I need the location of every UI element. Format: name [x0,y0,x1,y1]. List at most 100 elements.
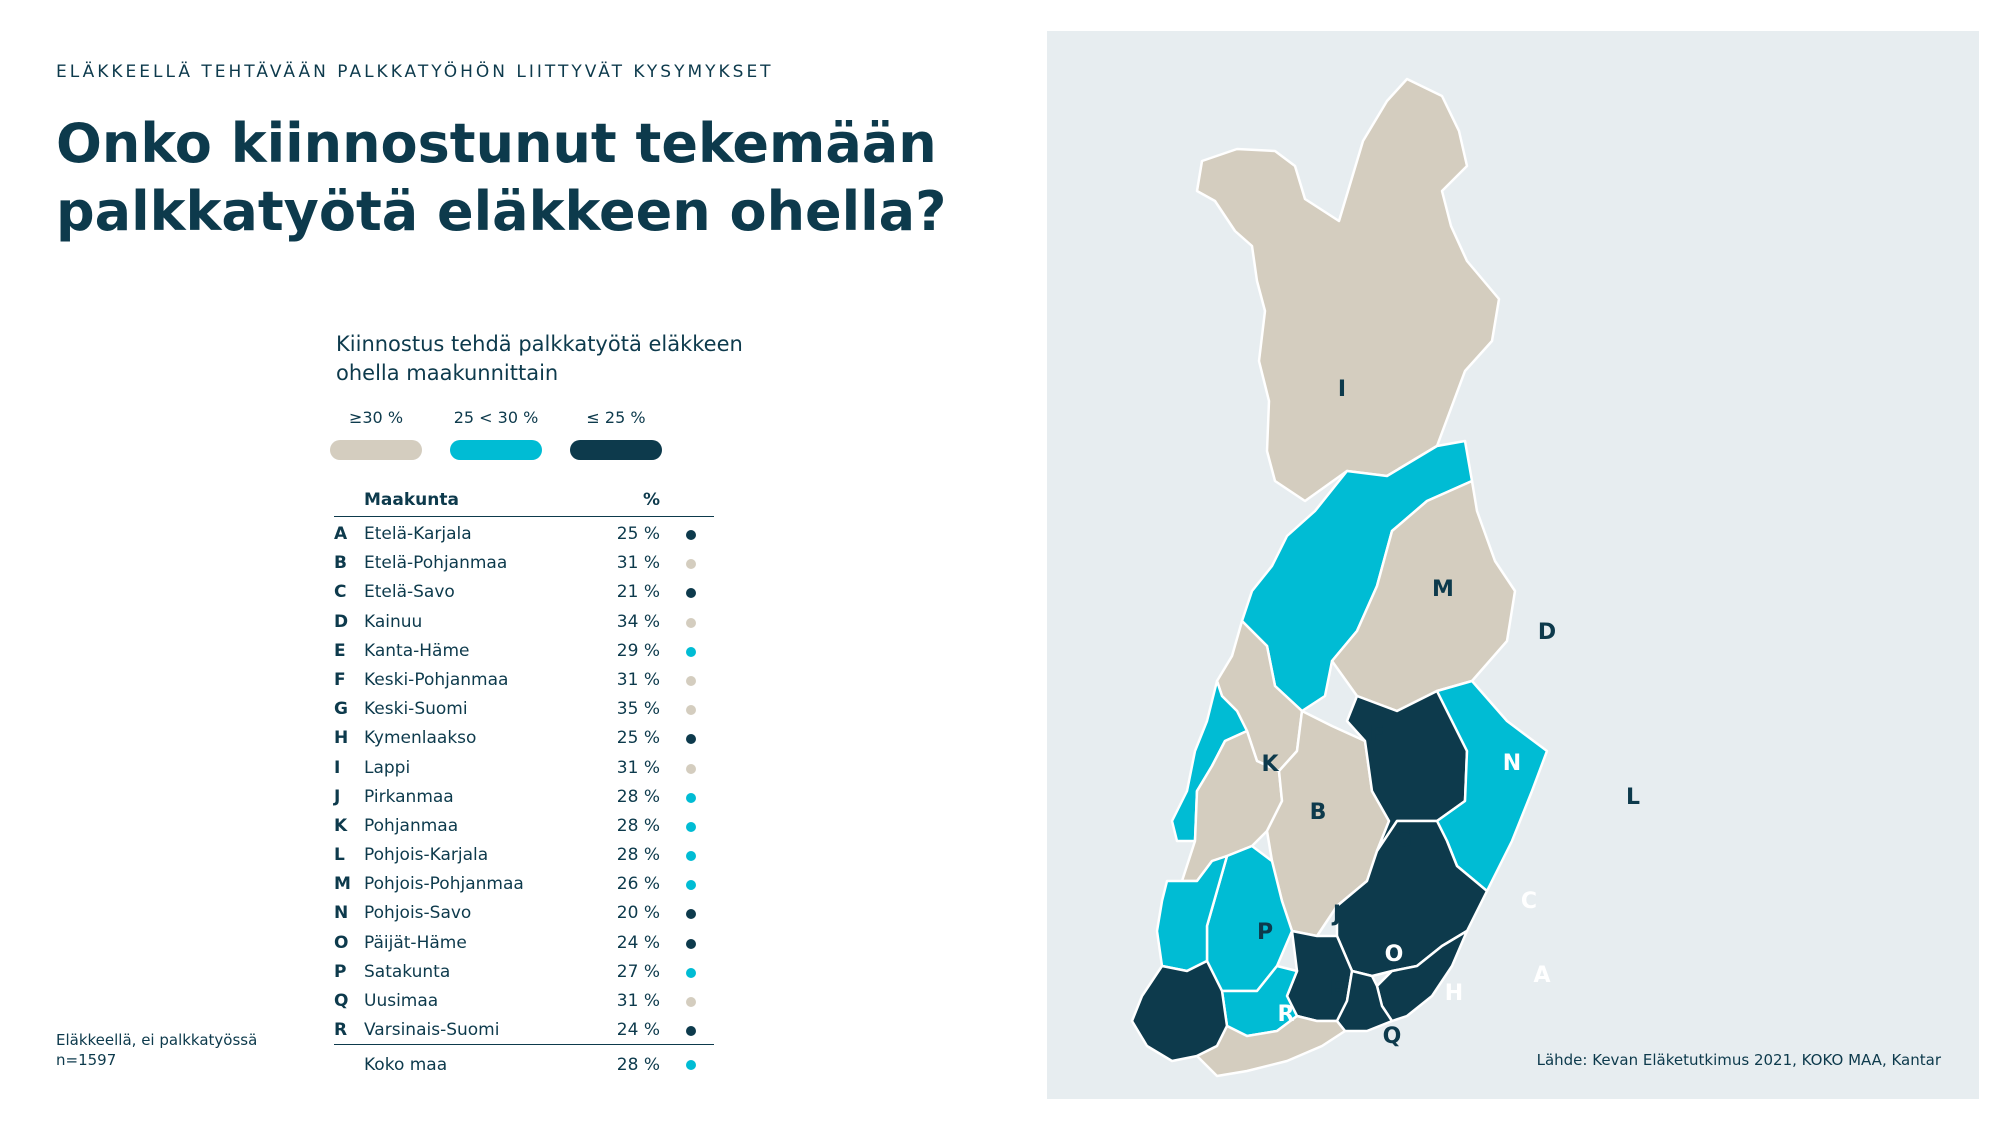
legend-item-high: ≥30 % [330,408,422,460]
map-label-P: P [1257,920,1273,945]
row-name: Varsinais-Suomi [364,1020,500,1041]
map-label-O: O [1385,942,1404,967]
finland-map: I M D F K N L B G C J P O A E H R Q [1130,77,1640,1078]
row-percent: 28 % [616,815,660,836]
row-percent: 31 % [616,991,660,1011]
map-label-A: A [1533,963,1550,988]
row-dot [686,792,696,803]
map-label-M: M [1432,577,1454,602]
row-percent: 26 % [616,874,660,895]
row-percent: 34 % [616,611,660,632]
row-code: A [334,524,348,544]
row-code: H [334,728,349,749]
total-percent: 28 % [616,1055,660,1076]
row-percent: 29 % [616,640,660,661]
row-name: Päijät-Häme [364,932,467,953]
table-row: F Keski-Pohjanmaa 31 % [334,663,714,692]
row-dot [686,763,696,774]
legend-item-mid: 25 < 30 % [450,408,542,460]
total-dot [686,1060,696,1071]
table-row: N Pohjois-Savo 20 % [334,896,714,925]
row-code: K [334,815,348,836]
table-row: D Kainuu 34 % [334,605,714,634]
region-table: Maakunta % A Etelä-Karjala 25 % B Etelä-Pohj… [334,488,714,1077]
row-code: N [334,903,349,924]
row-code: J [334,786,341,807]
table-row: R Varsinais-Suomi 24 % [334,1013,714,1042]
row-code: D [334,611,349,632]
header-region: Maakunta [364,490,459,510]
row-name: Keski-Suomi [364,699,468,720]
page-title: Onko kiinnostunut tekemään palkkatyötä e… [56,112,947,243]
row-code: Q [334,991,349,1011]
table-header: Maakunta % [334,488,714,517]
row-code: M [334,874,351,895]
row-name: Etelä-Karjala [364,524,472,544]
row-dot [686,880,696,891]
table-row: G Keski-Suomi 35 % [334,692,714,721]
legend-swatch [450,440,542,460]
row-dot [686,997,696,1007]
row-name: Uusimaa [364,991,439,1011]
row-percent: 35 % [616,699,660,720]
row-dot [686,617,696,628]
legend-label: ≥30 % [348,408,404,427]
legend-label: 25 < 30 % [453,408,539,427]
region-Q [1195,1014,1347,1078]
row-dot [686,559,696,570]
row-name: Pohjois-Karjala [364,845,489,866]
row-dot [686,588,696,599]
row-percent: 24 % [616,932,660,953]
row-code: F [334,669,346,690]
table-row: Q Uusimaa 31 % [334,984,714,1013]
row-name: Kainuu [364,611,423,632]
map-label-R: R [1278,1002,1295,1027]
row-name: Kymenlaakso [364,728,477,749]
row-percent: 21 % [616,582,660,603]
region-I [1195,77,1501,503]
row-dot [686,851,696,862]
row-code: O [334,932,349,953]
row-percent: 28 % [616,845,660,866]
row-name: Etelä-Savo [364,582,455,603]
row-dot [686,909,696,920]
table-row: P Satakunta 27 % [334,955,714,984]
table-row: K Pohjanmaa 28 % [334,809,714,838]
table-row: C Etelä-Savo 21 % [334,575,714,604]
row-dot [686,938,696,949]
legend-swatch [570,440,662,460]
table-row: M Pohjois-Pohjanmaa 26 % [334,867,714,896]
table-row: O Päijät-Häme 24 % [334,926,714,955]
row-percent: 25 % [616,728,660,749]
row-code: G [334,699,348,720]
table-row: L Pohjois-Karjala 28 % [334,838,714,867]
row-dot [686,821,696,832]
row-name: Kanta-Häme [364,640,470,661]
map-label-L: L [1626,785,1640,810]
row-dot [686,530,696,540]
row-code: B [334,553,347,574]
map-label-K: K [1261,752,1279,777]
row-percent: 20 % [616,903,660,924]
row-dot [686,1026,696,1037]
legend-item-low: ≤ 25 % [570,408,662,460]
row-code: E [334,640,346,661]
row-code: P [334,961,347,982]
map-label-N: N [1503,751,1521,776]
kicker-heading: ELÄKKEELLÄ TEHTÄVÄÄN PALKKATYÖHÖN LIITTY… [56,62,774,82]
row-dot [686,734,696,745]
row-percent: 31 % [616,553,660,574]
region-H [1335,969,1394,1033]
row-code: I [334,757,341,778]
sample-note: Eläkkeellä, ei palkkatyössä n=1597 [56,1031,258,1069]
table-body: A Etelä-Karjala 25 % B Etelä-Pohjanmaa 31 % C E… [334,517,714,1042]
row-name: Keski-Pohjanmaa [364,669,509,690]
map-label-I: I [1338,377,1346,402]
table-row: A Etelä-Karjala 25 % [334,517,714,546]
row-percent: 31 % [616,669,660,690]
table-row: E Kanta-Häme 29 % [334,634,714,663]
chart-subtitle: Kiinnostus tehdä palkkatyötä eläkkeen oh… [336,332,743,385]
source-note: Lähde: Kevan Eläketutkimus 2021, KOKO MA… [1536,1051,1941,1069]
table-row: J Pirkanmaa 28 % [334,780,714,809]
map-panel: I M D F K N L B G C J P O A E H R Q Lähde: Kevan Eläketut… [1047,31,1979,1099]
